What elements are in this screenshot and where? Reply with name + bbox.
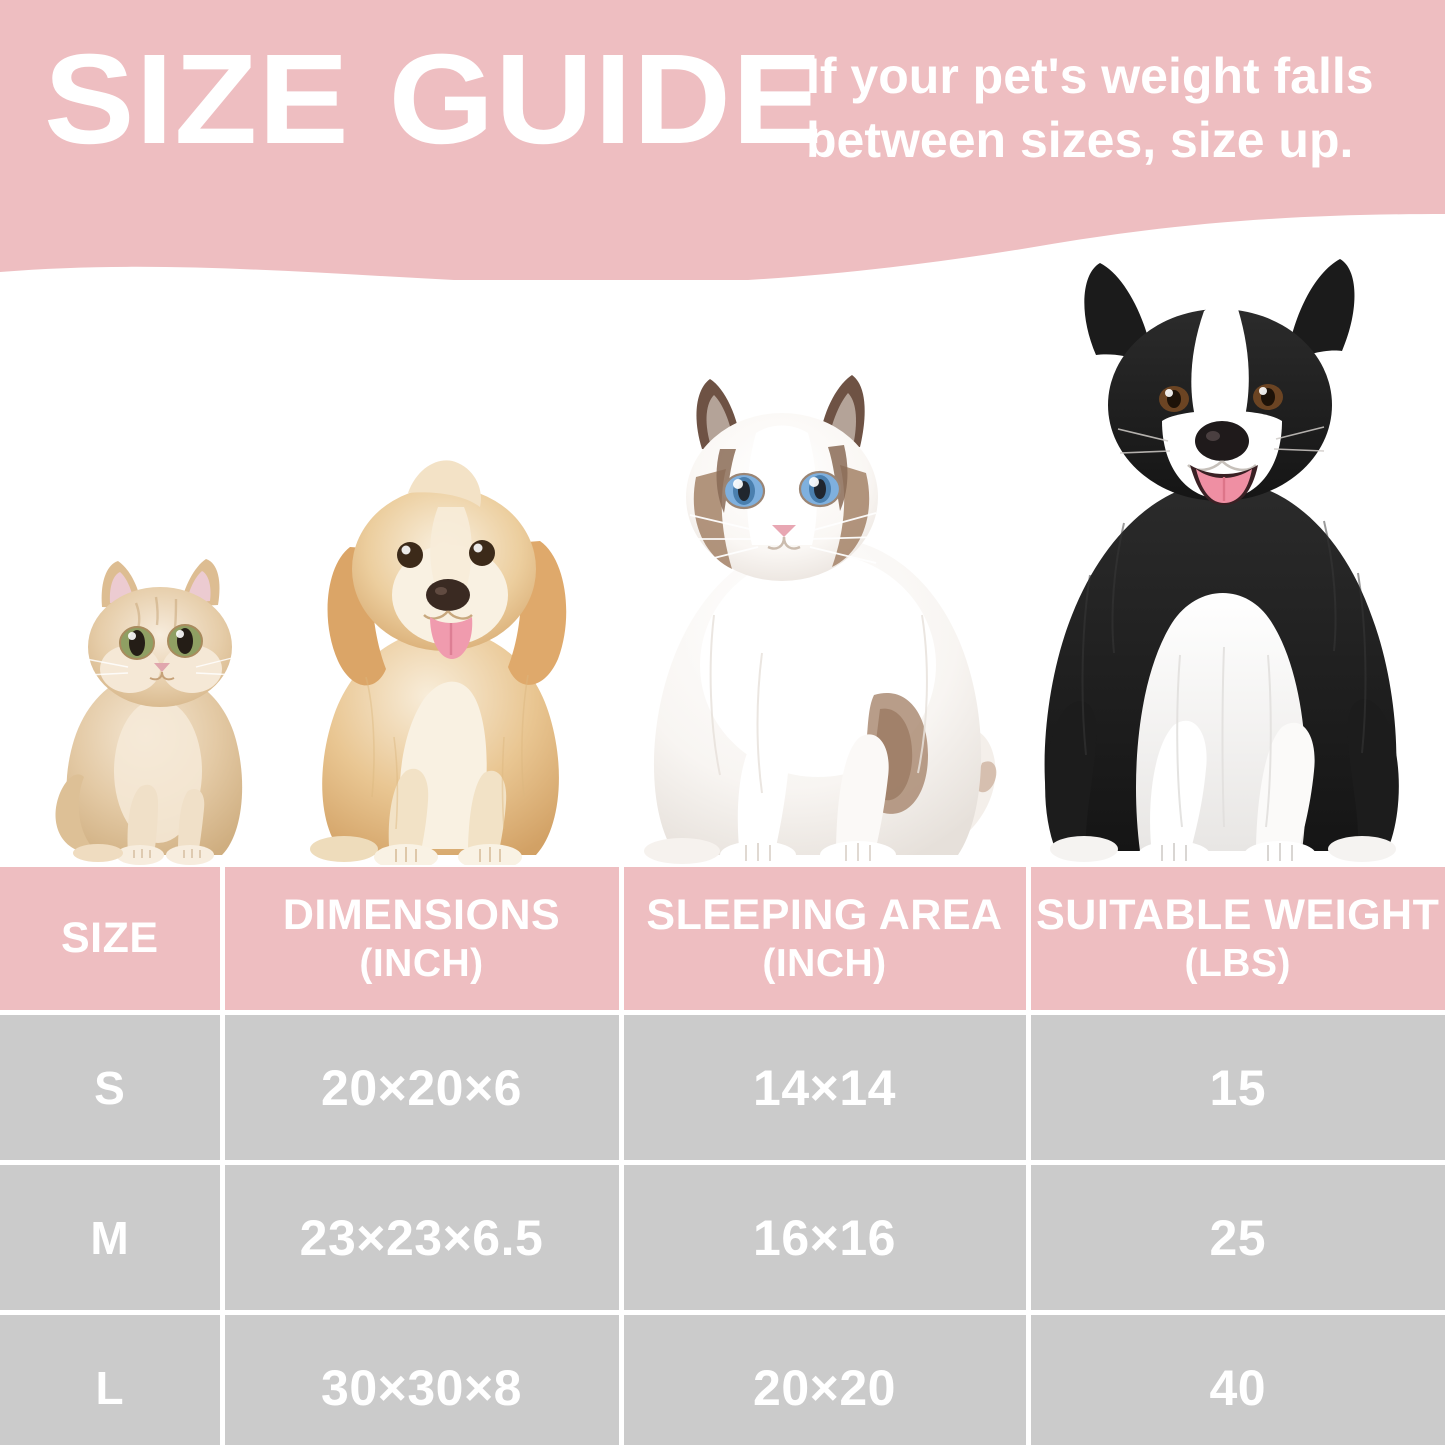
large-dog-illustration bbox=[1044, 259, 1399, 865]
cell-sleeping-area: 14×14 bbox=[621, 1012, 1031, 1165]
small-cat-illustration bbox=[55, 559, 243, 865]
pet-size-comparison-row bbox=[0, 230, 1445, 865]
small-dog-illustration bbox=[310, 460, 567, 865]
column-header-sleeping-area-main: SLEEPING AREA bbox=[646, 891, 1003, 940]
pet-image-small-dog bbox=[282, 437, 602, 865]
size-chart-table: SIZE DIMENSIONS (INCH) SLEEPING AREA (IN… bbox=[0, 867, 1445, 1445]
large-cat-illustration bbox=[644, 375, 997, 865]
column-header-suitable-weight-unit: (LBS) bbox=[1184, 941, 1291, 985]
pet-image-small-cat bbox=[30, 535, 280, 865]
table-row: S 20×20×6 14×14 15 bbox=[0, 1012, 1445, 1165]
table-row: M 23×23×6.5 16×16 25 bbox=[0, 1162, 1445, 1315]
table-header: SIZE DIMENSIONS (INCH) SLEEPING AREA (IN… bbox=[0, 867, 1445, 1015]
column-header-sleeping-area-unit: (INCH) bbox=[762, 941, 887, 985]
cell-size: M bbox=[0, 1162, 225, 1315]
pet-image-large-dog bbox=[1012, 255, 1432, 865]
column-header-size-main: SIZE bbox=[60, 914, 159, 963]
cell-dimensions: 30×30×8 bbox=[222, 1312, 624, 1445]
cell-dimensions: 20×20×6 bbox=[222, 1012, 624, 1165]
page-title: SIZE GUIDE bbox=[44, 28, 824, 171]
table-row: L 30×30×8 20×20 40 bbox=[0, 1312, 1445, 1445]
column-header-suitable-weight-main: SUITABLE WEIGHT bbox=[1036, 891, 1440, 940]
cell-suitable-weight: 40 bbox=[1028, 1312, 1445, 1445]
banner-subtitle-line-1: If your pet's weight falls bbox=[806, 48, 1374, 104]
column-header-dimensions-main: DIMENSIONS bbox=[282, 891, 561, 940]
cell-dimensions: 23×23×6.5 bbox=[222, 1162, 624, 1315]
cell-size: L bbox=[0, 1312, 225, 1445]
column-header-sleeping-area: SLEEPING AREA (INCH) bbox=[621, 867, 1031, 1015]
banner-subtitle-line-2: between sizes, size up. bbox=[806, 112, 1354, 168]
table-header-row: SIZE DIMENSIONS (INCH) SLEEPING AREA (IN… bbox=[0, 867, 1445, 1015]
column-header-size: SIZE bbox=[0, 867, 225, 1015]
table-body: S 20×20×6 14×14 15 M 23×23×6.5 16×16 25 … bbox=[0, 1012, 1445, 1445]
cell-suitable-weight: 25 bbox=[1028, 1162, 1445, 1315]
banner-wave-shape bbox=[0, 0, 1445, 280]
column-header-suitable-weight: SUITABLE WEIGHT (LBS) bbox=[1028, 867, 1445, 1015]
banner-subtitle: If your pet's weight falls between sizes… bbox=[806, 44, 1445, 172]
pet-image-large-cat bbox=[622, 365, 1022, 865]
column-header-dimensions: DIMENSIONS (INCH) bbox=[222, 867, 624, 1015]
cell-size: S bbox=[0, 1012, 225, 1165]
header-banner: SIZE GUIDE If your pet's weight falls be… bbox=[0, 0, 1445, 280]
cell-sleeping-area: 16×16 bbox=[621, 1162, 1031, 1315]
column-header-dimensions-unit: (INCH) bbox=[359, 941, 484, 985]
cell-suitable-weight: 15 bbox=[1028, 1012, 1445, 1165]
cell-sleeping-area: 20×20 bbox=[621, 1312, 1031, 1445]
